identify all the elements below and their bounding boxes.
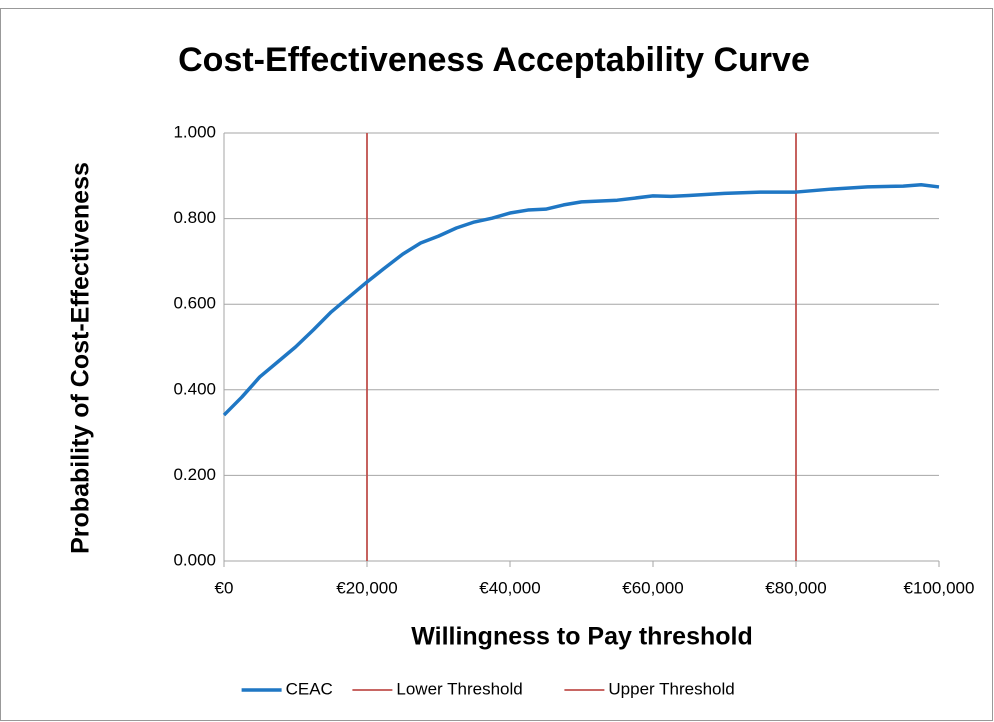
legend-label: Upper Threshold (608, 679, 734, 698)
chart-title: Cost-Effectiveness Acceptability Curve (178, 41, 810, 79)
x-tick-label: €0 (215, 578, 234, 597)
legend-item: Upper Threshold (564, 679, 735, 698)
y-tick-label: 0.600 (173, 294, 216, 313)
legend-item: Lower Threshold (352, 679, 523, 698)
legend-label: Lower Threshold (396, 679, 522, 698)
y-tick-label: 0.800 (173, 208, 216, 227)
x-tick-label: €80,000 (765, 578, 826, 597)
y-tick-label: 0.000 (173, 550, 216, 569)
x-tick-label: €20,000 (336, 578, 397, 597)
x-axis-title: Willingness to Pay threshold (411, 623, 753, 651)
x-tick-label: €40,000 (479, 578, 540, 597)
y-tick-label: 0.400 (173, 379, 216, 398)
series-line (222, 183, 940, 417)
x-tick-label: €100,000 (904, 578, 975, 597)
legend-label: CEAC (286, 679, 333, 698)
legend-item: CEAC (241, 679, 333, 698)
y-tick-label: 0.200 (173, 465, 216, 484)
x-tick-label: €60,000 (622, 578, 683, 597)
chart-frame (0, 8, 993, 721)
y-tick-label: 1.000 (173, 122, 216, 141)
y-axis-title: Probability of Cost-Effectiveness (67, 162, 95, 554)
